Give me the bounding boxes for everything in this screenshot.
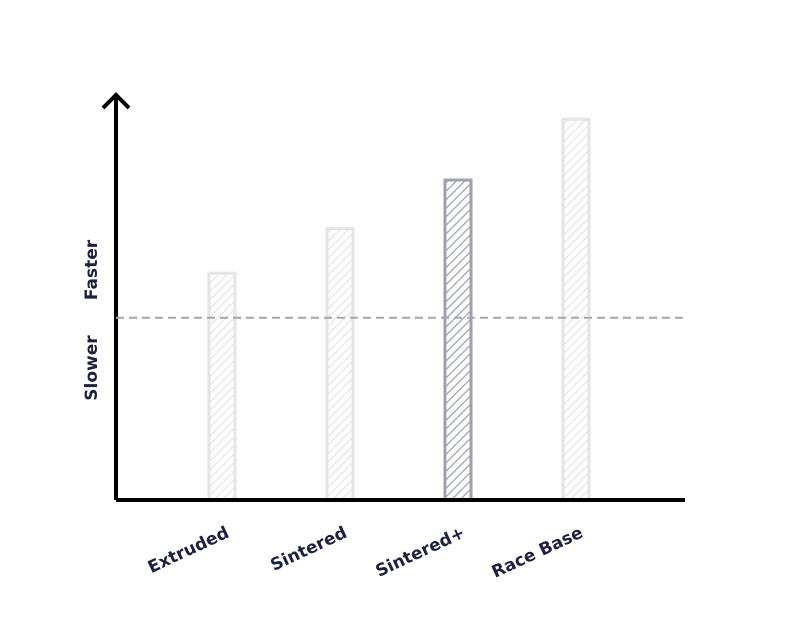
y-axis-arrow [101, 92, 131, 110]
x-tick-label: Race Base [489, 523, 586, 583]
bar [443, 178, 473, 502]
x-tick-label: Extruded [145, 523, 232, 578]
bar [561, 117, 591, 502]
x-tick-label: Sintered [268, 523, 351, 576]
plot-area [207, 117, 591, 502]
bar [325, 227, 355, 502]
y-label-bottom: Slower [82, 335, 102, 401]
x-tick-label: Sintered+ [373, 523, 469, 582]
y-label-top: Faster [82, 239, 102, 300]
bar [207, 271, 237, 502]
